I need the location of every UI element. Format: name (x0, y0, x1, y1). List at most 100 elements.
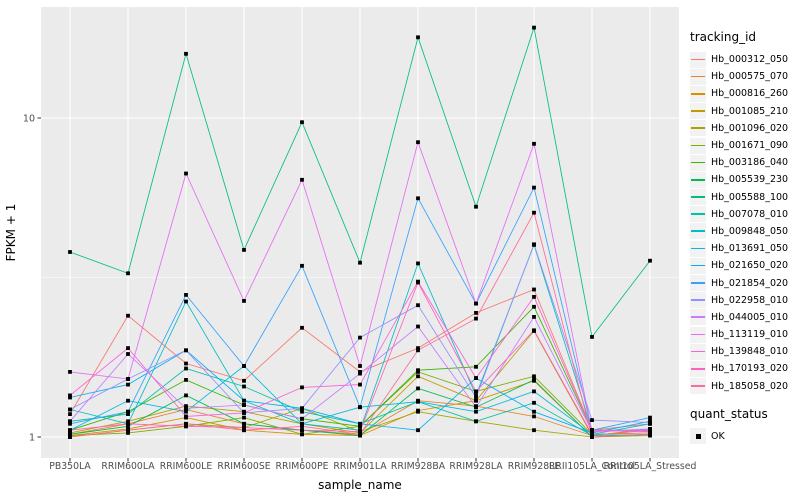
data-point (590, 435, 594, 439)
data-point (242, 384, 246, 389)
legend-key-swatch (690, 103, 706, 120)
data-point (68, 432, 72, 437)
legend-entry-Hb_009848_050: Hb_009848_050 (690, 223, 800, 240)
data-point (126, 419, 130, 424)
legend-label: Hb_001671_090 (711, 140, 789, 152)
data-point (242, 248, 246, 252)
legend-label: Hb_003186_040 (711, 157, 789, 169)
legend-key-line (691, 247, 705, 250)
data-point (416, 280, 420, 285)
data-point (474, 301, 478, 306)
legend-key-line (691, 333, 705, 336)
legend-label: Hb_001096_020 (711, 122, 789, 134)
x-tick-label: RRIM600LE (160, 461, 213, 472)
legend-label: Hb_000312_050 (711, 54, 789, 66)
data-point (300, 177, 304, 182)
data-point (474, 316, 478, 321)
data-point (68, 412, 72, 416)
legend-key-swatch (690, 85, 706, 102)
x-tick-label: RRIM901LA (333, 461, 387, 472)
legend-key-line (691, 385, 705, 387)
legend-entry-Hb_000575_070: Hb_000575_070 (690, 68, 800, 85)
data-point (474, 419, 478, 424)
legend-entry-Hb_001096_020: Hb_001096_020 (690, 120, 800, 137)
legend-key-swatch (690, 223, 706, 240)
legend-key-swatch (690, 68, 706, 85)
data-point (126, 431, 130, 435)
data-point (358, 421, 362, 426)
data-point (184, 406, 188, 411)
data-point (242, 364, 246, 368)
data-point (300, 120, 304, 125)
data-point (68, 419, 72, 424)
legend-entry-Hb_001085_210: Hb_001085_210 (690, 103, 800, 120)
data-point (126, 352, 130, 356)
legend-label: Hb_005588_100 (711, 191, 789, 203)
data-point (126, 382, 130, 387)
legend-key-swatch (690, 275, 706, 292)
data-point (648, 432, 652, 437)
legend-key-line (691, 161, 705, 164)
data-point (416, 140, 420, 145)
legend-key-swatch (690, 120, 706, 137)
legend-entry-Hb_007078_010: Hb_007078_010 (690, 206, 800, 223)
data-point (242, 299, 246, 303)
data-point (416, 303, 420, 308)
data-point (358, 382, 362, 387)
data-point (68, 421, 72, 426)
legend-key-swatch (690, 51, 706, 68)
data-point (416, 368, 420, 373)
data-point (68, 250, 72, 254)
data-point (68, 395, 72, 400)
data-point (300, 428, 304, 433)
x-tick-label: RRIM600SE (217, 461, 270, 472)
data-point (184, 171, 188, 176)
x-tick-label: RRIM928BA (391, 461, 446, 472)
data-point (532, 185, 536, 190)
data-point (126, 409, 130, 414)
data-point (532, 378, 536, 382)
data-point (184, 293, 188, 297)
data-point (184, 404, 188, 408)
data-point (126, 313, 130, 318)
legend-entry-Hb_001671_090: Hb_001671_090 (690, 137, 800, 154)
data-point (532, 210, 536, 215)
x-tick-label: RRIM928LE (508, 461, 561, 472)
data-point (242, 403, 246, 407)
legend: tracking_id Hb_000312_050 Hb_000575_070 Hb… (690, 30, 800, 445)
legend-key-line (691, 264, 705, 267)
data-point (590, 432, 594, 437)
x-tick-label: PB350LA (49, 461, 91, 472)
data-point (532, 242, 536, 247)
legend-entry-Hb_044005_010: Hb_044005_010 (690, 309, 800, 326)
data-point (300, 424, 304, 429)
legend-key-line (691, 299, 705, 301)
data-point (242, 428, 246, 433)
data-point (358, 424, 362, 429)
legend-key-swatch (690, 257, 706, 274)
data-point (416, 409, 420, 414)
data-point (532, 428, 536, 433)
x-tick-label: RRIM600LA (101, 461, 155, 472)
data-point (532, 25, 536, 30)
x-tick-label: RRII105LA_Control (549, 461, 635, 472)
data-point (300, 406, 304, 411)
x-tick-label: RRII105LA_Stressed (604, 461, 697, 472)
legend-label: Hb_170193_020 (711, 363, 789, 375)
legend-label: Hb_044005_010 (711, 311, 789, 323)
data-point (532, 295, 536, 299)
legend-label: Hb_022958_010 (711, 294, 789, 306)
data-point (126, 421, 130, 426)
x-axis-title: sample_name (318, 478, 402, 492)
data-point (358, 429, 362, 434)
legend-label: Hb_005539_230 (711, 174, 789, 186)
legend-key-swatch (690, 206, 706, 223)
data-point (300, 325, 304, 330)
data-point (242, 425, 246, 430)
legend-entry-Hb_021854_020: Hb_021854_020 (690, 274, 800, 292)
legend-key-swatch (690, 343, 706, 360)
data-point (300, 385, 304, 390)
data-point (184, 361, 188, 366)
data-point (532, 287, 536, 292)
